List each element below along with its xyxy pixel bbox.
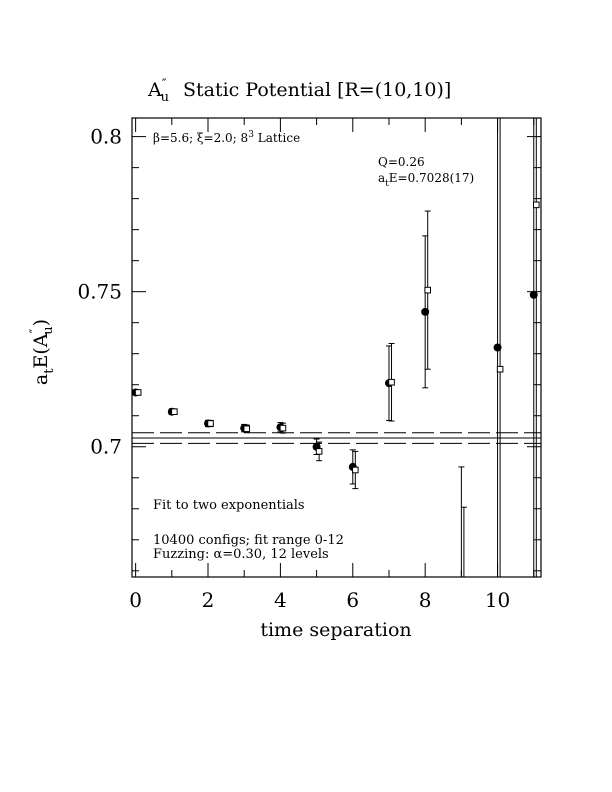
data-point-square [496, 365, 504, 373]
chart-title-sub: u [161, 90, 169, 105]
data-point-square [388, 378, 395, 386]
data-point-square [532, 201, 540, 209]
data-point-square [171, 408, 178, 415]
x-tick-label: 8 [419, 588, 432, 612]
plot-frame [131, 117, 542, 578]
data-point-square [243, 425, 251, 433]
x-tick-label: 0 [129, 588, 142, 612]
x-tick-label: 6 [346, 588, 359, 612]
y-axis-label-pre: a [30, 374, 52, 385]
lattice-tail: Lattice [254, 131, 300, 145]
chart-title-sup: ″ [162, 77, 167, 92]
data-point-circle [493, 343, 502, 352]
x-tick-label: 4 [274, 588, 287, 612]
data-points [131, 117, 540, 578]
chart-title: A″ u Static Potential [R=(10,10)] [147, 77, 451, 105]
lattice-sup: 3 [248, 130, 254, 140]
y-axis-label-mid: E(A [30, 333, 52, 368]
axis-ticks: 0.7 0.75 0.8 0 2 4 6 8 10 [77, 118, 541, 612]
q-annotation: Q=0.26 [378, 155, 425, 169]
data-point-square [134, 389, 142, 396]
y-tick-label: 0.8 [90, 125, 122, 149]
y-axis-label-sup: ″ [28, 329, 43, 334]
chart-title-prefix: A [147, 79, 162, 101]
configs-annotation: 10400 configs; fit range 0-12 [153, 533, 344, 548]
y-axis-label-post: ) [30, 319, 52, 326]
lattice-params: β=5.6; ξ=2.0; 8 [153, 131, 248, 145]
data-point-square [315, 448, 323, 455]
x-axis-label: time separation [260, 619, 411, 641]
energy-annotation: atE=0.7028(17) [378, 171, 474, 189]
energy-sub: t [385, 179, 389, 189]
data-point-square [279, 424, 287, 432]
data-point-square [424, 286, 432, 294]
fuzzing-annotation: Fuzzing: α=0.30, 12 levels [153, 547, 329, 562]
x-tick-label: 10 [485, 588, 510, 612]
y-axis-label-sub: u [41, 326, 56, 334]
data-point-square [352, 466, 359, 474]
fit-band [132, 432, 541, 444]
fit-annotation: Fit to two exponentials [153, 498, 305, 513]
lattice-annotation: β=5.6; ξ=2.0; 83 Lattice [153, 130, 300, 145]
data-point-square [207, 420, 214, 427]
y-tick-label: 0.75 [77, 280, 122, 304]
y-tick-label: 0.7 [90, 435, 122, 459]
energy-post: E=0.7028(17) [389, 171, 474, 185]
y-axis-label-pre-sub: t [42, 368, 57, 374]
y-axis-label: atE(A″u) [28, 319, 57, 385]
energy-pre: a [378, 171, 385, 185]
x-tick-label: 2 [202, 588, 215, 612]
data-point-circle [529, 290, 538, 299]
chart-title-rest: Static Potential [R=(10,10)] [183, 79, 451, 101]
data-point-circle [421, 307, 430, 316]
